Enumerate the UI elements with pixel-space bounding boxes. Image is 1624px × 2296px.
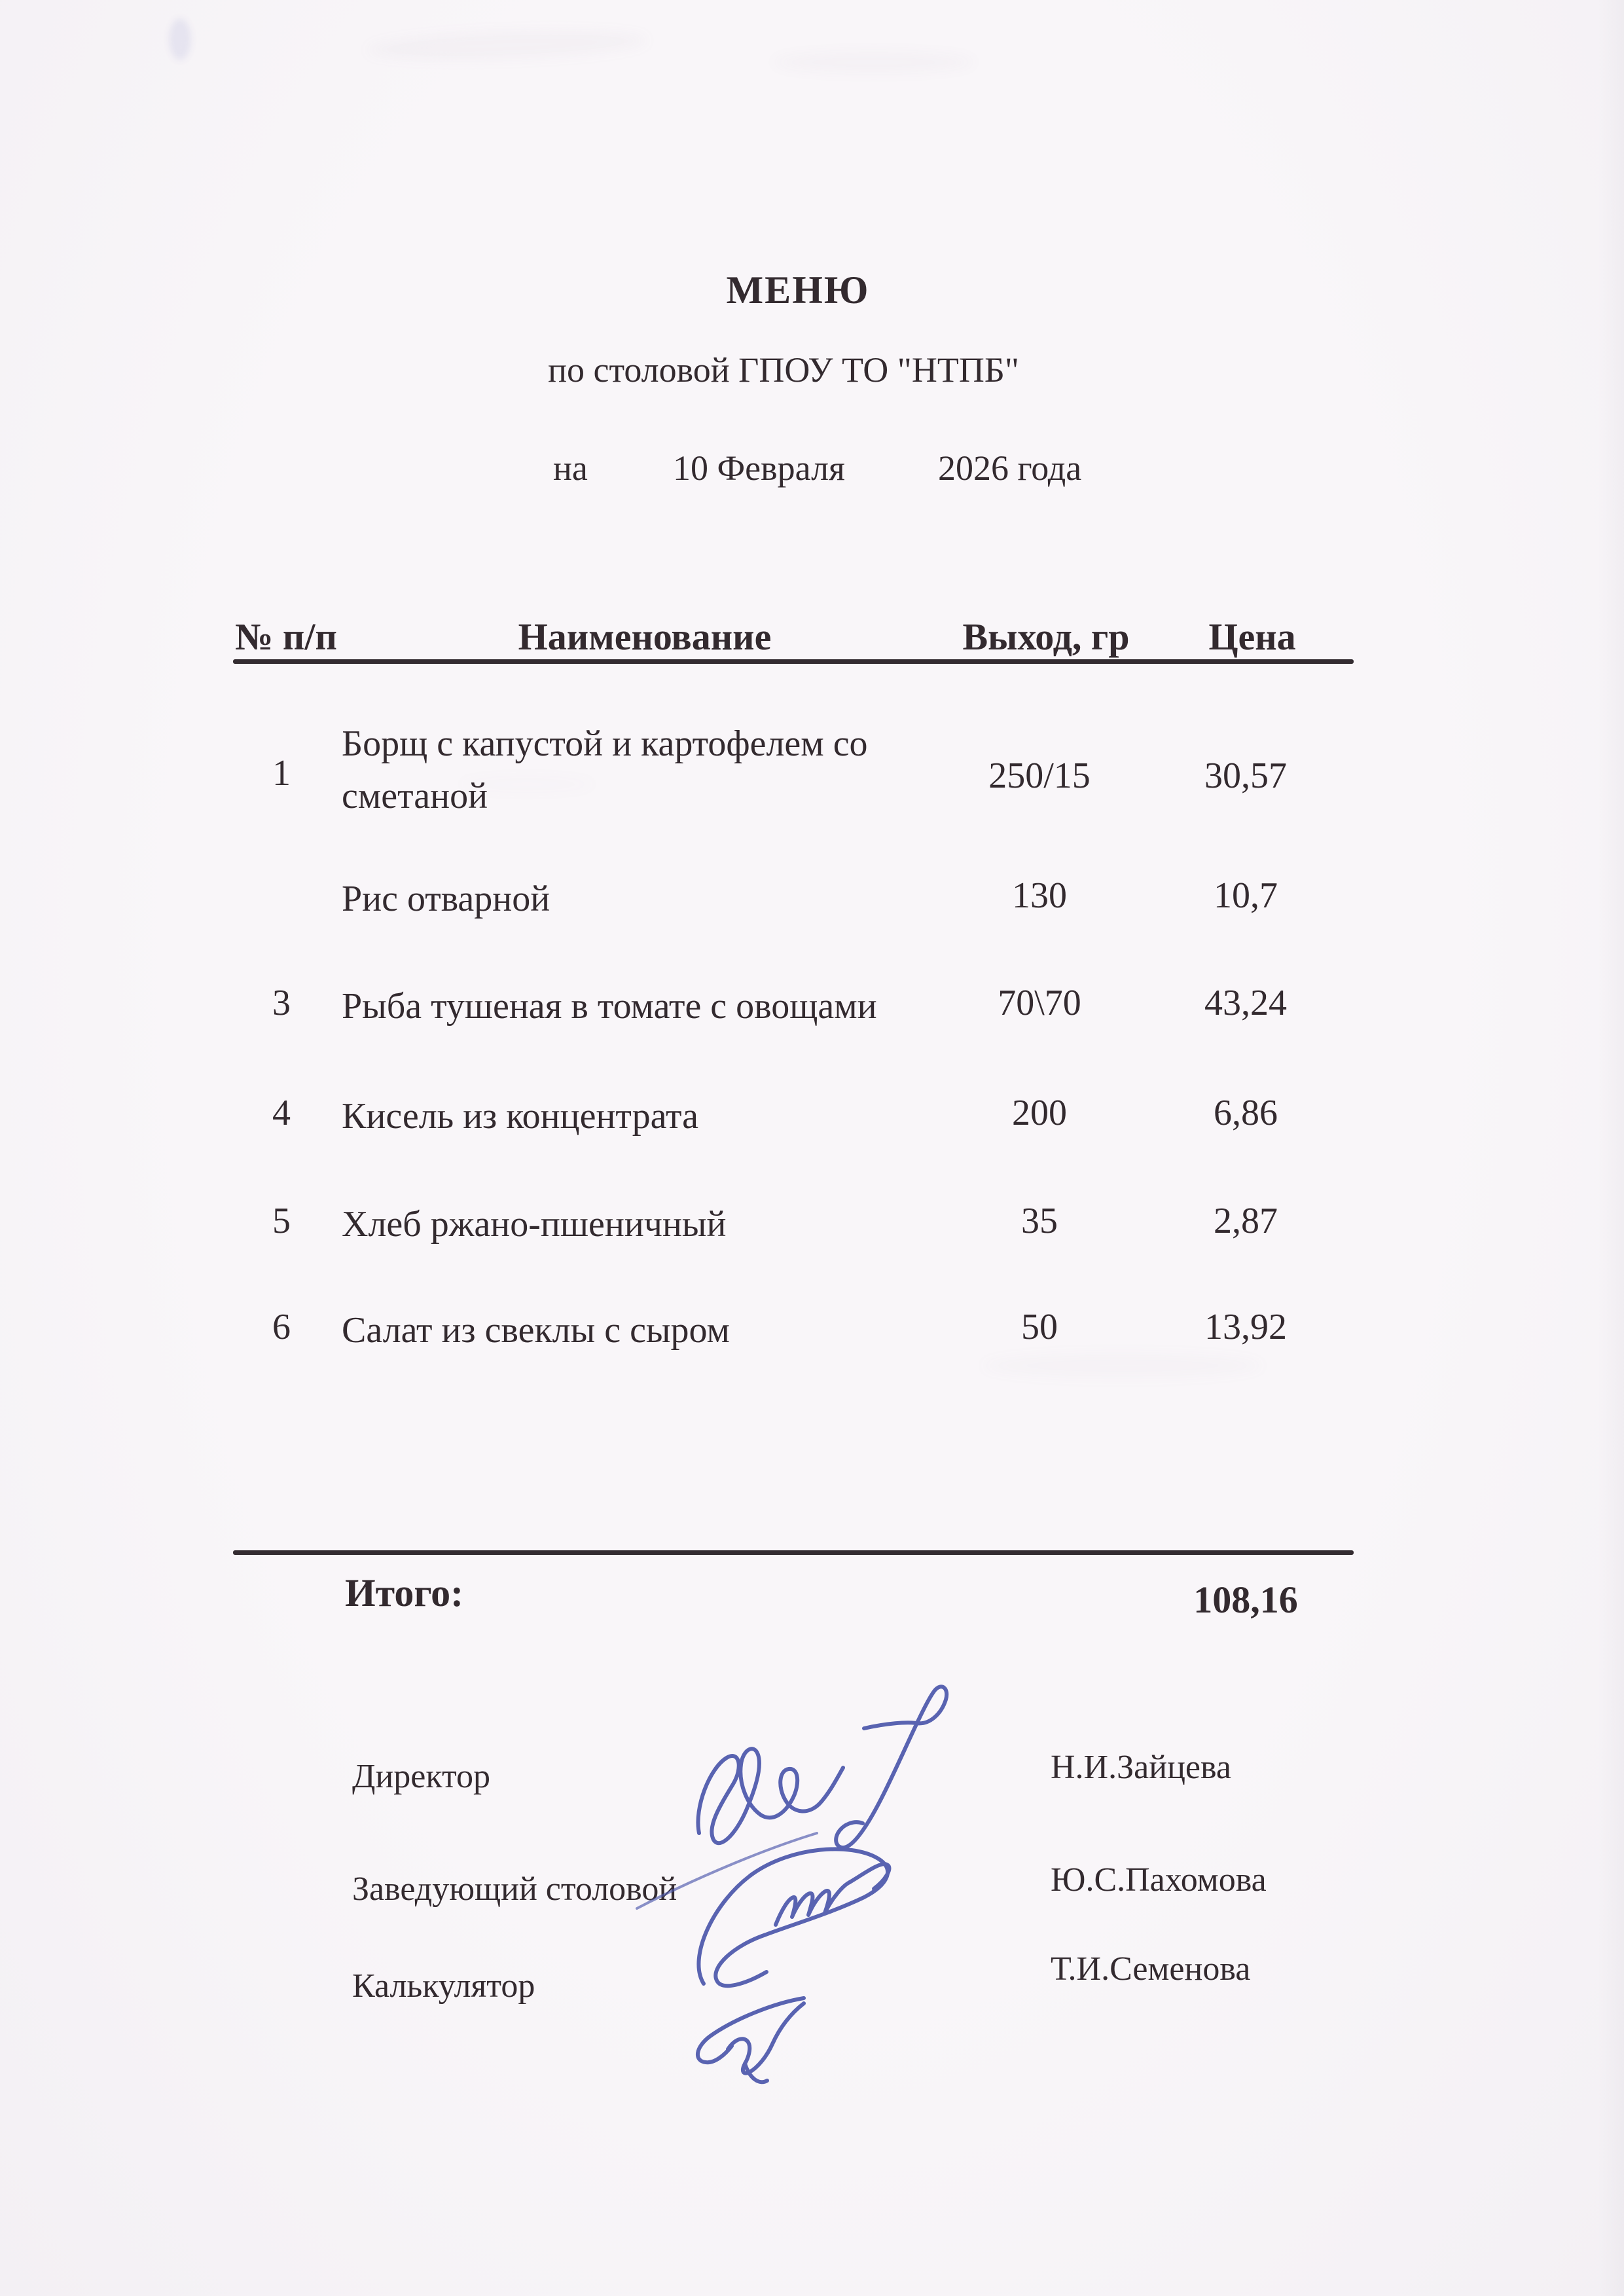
canteen-manager-signature-ink bbox=[696, 1847, 892, 1988]
signature-name-director: Н.И.Зайцева bbox=[1051, 1749, 1231, 1786]
column-header-name: Наименование bbox=[518, 615, 772, 658]
table-total-rule bbox=[233, 1550, 1354, 1555]
handwritten-signatures bbox=[636, 1685, 949, 2085]
total-value: 108,16 bbox=[1193, 1578, 1298, 1621]
total-label: Итого: bbox=[345, 1571, 464, 1614]
dish-name-cell: Хлеб ржано-пшеничный bbox=[342, 1204, 727, 1245]
dish-name-cell: Рис отварной bbox=[342, 879, 550, 919]
dish-name-cell: Борщ с капустой и картофелем со сметаной bbox=[342, 723, 868, 816]
column-header-num: № п/п bbox=[235, 615, 337, 658]
price-cell: 6,86 bbox=[1214, 1093, 1278, 1133]
table-header-rule bbox=[233, 659, 1354, 664]
price-cell: 30,57 bbox=[1204, 756, 1287, 796]
director-signature-ink bbox=[636, 1685, 949, 1910]
signature-role-canteen-manager: Заведующий столовой bbox=[352, 1870, 677, 1908]
page-title: МЕНЮ bbox=[726, 268, 870, 312]
calculator-signature-ink bbox=[695, 1996, 806, 2085]
portion-cell: 250/15 bbox=[988, 756, 1091, 796]
price-cell: 10,7 bbox=[1214, 875, 1278, 916]
portion-cell: 35 bbox=[1021, 1201, 1058, 1241]
dish-name-cell: Салат из свеклы с сыром bbox=[342, 1310, 730, 1351]
date-value: 10 Февраля bbox=[673, 448, 845, 488]
portion-cell: 50 bbox=[1021, 1307, 1058, 1347]
scan-artifact bbox=[772, 51, 975, 73]
price-cell: 43,24 bbox=[1204, 983, 1287, 1023]
row-number-cell: 3 bbox=[272, 983, 291, 1023]
signature-name-calculator: Т.И.Семенова bbox=[1051, 1950, 1251, 1988]
row-number-cell: 4 bbox=[272, 1093, 291, 1133]
price-cell: 2,87 bbox=[1214, 1201, 1278, 1241]
dish-name-cell: Кисель из концентрата bbox=[342, 1096, 698, 1137]
row-number-cell: 6 bbox=[272, 1307, 291, 1347]
date-prefix: на bbox=[553, 448, 588, 488]
scan-artifact bbox=[366, 26, 649, 64]
column-header-output: Выход, гр bbox=[962, 615, 1130, 658]
price-cell: 13,92 bbox=[1204, 1307, 1287, 1347]
signature-role-calculator: Калькулятор bbox=[352, 1967, 535, 2005]
column-header-price: Цена bbox=[1208, 615, 1296, 658]
portion-cell: 130 bbox=[1012, 875, 1067, 916]
document-subtitle: по столовой ГПОУ ТО "НТПБ" bbox=[548, 350, 1019, 390]
date-year: 2026 года bbox=[938, 448, 1082, 488]
row-number-cell: 5 bbox=[272, 1201, 291, 1241]
portion-cell: 70\70 bbox=[998, 983, 1081, 1023]
row-number-cell: 1 bbox=[272, 753, 291, 793]
signature-name-canteen-manager: Ю.С.Пахомова bbox=[1051, 1861, 1267, 1899]
portion-cell: 200 bbox=[1012, 1093, 1067, 1133]
scan-artifact bbox=[982, 1353, 1263, 1379]
dish-name-cell: Рыба тушеная в томате с овощами bbox=[342, 986, 877, 1027]
signature-role-director: Директор bbox=[352, 1758, 490, 1795]
scan-artifact bbox=[169, 18, 191, 60]
